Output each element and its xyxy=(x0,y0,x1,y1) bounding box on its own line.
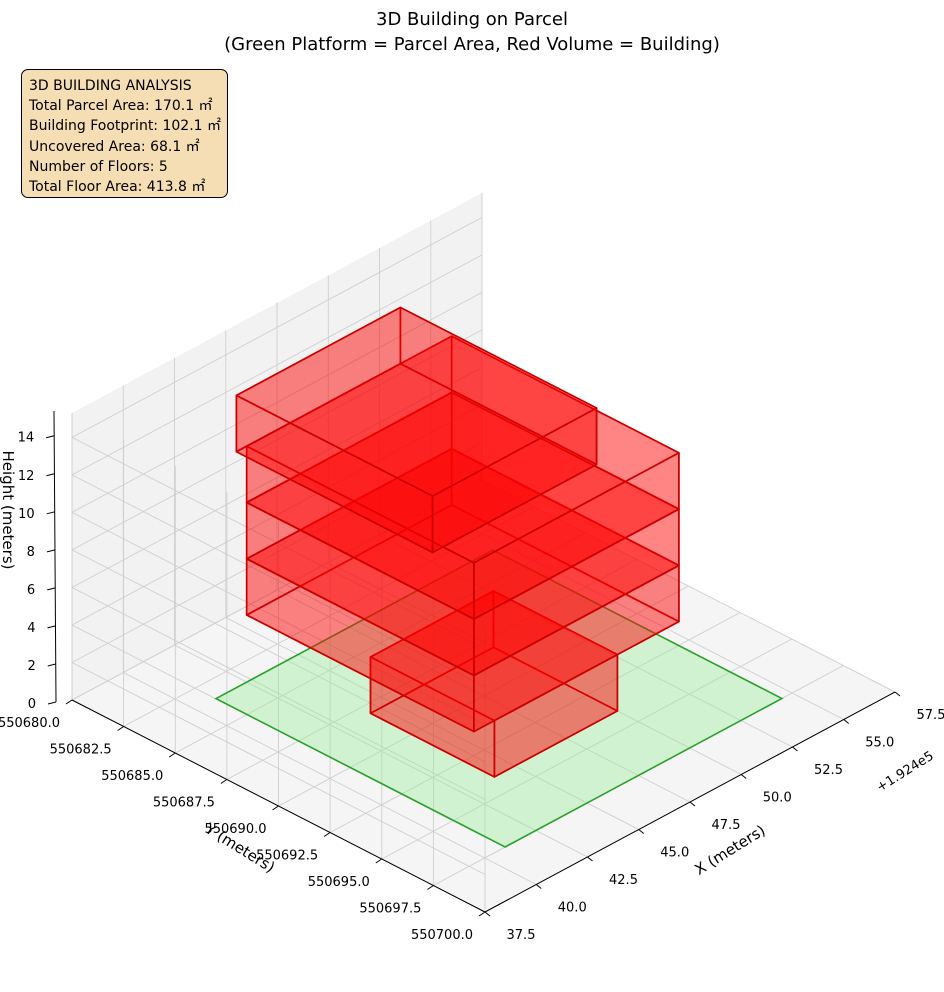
x-tick-mark xyxy=(843,719,850,724)
y-tick-label: 550682.5 xyxy=(50,743,112,758)
chart-title: 3D Building on Parcel xyxy=(376,9,568,30)
x-tick-label: 42.5 xyxy=(609,873,638,888)
info-line-floors: Number of Floors: 5 xyxy=(29,158,168,175)
tick-labels: 37.5 40.0 42.5 45.0 47.5 50.0 52.5 55.0 57.5 5506… xyxy=(0,431,944,943)
y-tick-mark xyxy=(272,805,279,811)
z-grid-line xyxy=(71,292,486,725)
y-tick-label: 550680.0 xyxy=(0,716,60,731)
x-tick-mark xyxy=(740,774,747,779)
y-tick-mark xyxy=(65,699,73,705)
y-tick-label: 550690.0 xyxy=(204,822,266,837)
x-tick-label: 40.0 xyxy=(558,901,587,916)
z-tick-label: 0 xyxy=(28,697,36,712)
y-tick-mark xyxy=(323,832,331,837)
z-tick-mark xyxy=(47,625,56,629)
chart-subtitle: (Green Platform = Parcel Area, Red Volum… xyxy=(224,34,720,55)
plot-content xyxy=(214,306,784,848)
parcel-platform xyxy=(214,549,784,848)
floor-5 xyxy=(235,306,598,554)
y-tick-label: 550685.0 xyxy=(101,769,163,784)
z-tick-label: 6 xyxy=(27,583,35,598)
y-tick-label: 550692.5 xyxy=(256,849,318,864)
z-tick-label: 12 xyxy=(18,469,35,484)
x-tick-label: 37.5 xyxy=(507,928,536,943)
z-grid-line xyxy=(71,329,486,763)
floor-3 xyxy=(245,391,680,677)
x-offset-label: +1.924e5 xyxy=(874,749,937,796)
x-tick-mark xyxy=(894,691,901,697)
y-tick-label: 550687.5 xyxy=(153,796,215,811)
z-tick-label: 2 xyxy=(27,659,35,674)
x-tick-mark xyxy=(792,746,798,752)
z-grid-line xyxy=(71,217,486,650)
z-tick-mark xyxy=(47,701,57,705)
z-grid-line xyxy=(71,254,486,688)
x-tick-mark xyxy=(638,829,645,834)
z-tick-mark xyxy=(47,587,56,591)
y-tick-mark xyxy=(478,911,486,917)
y-tick-label: 550695.0 xyxy=(308,875,370,890)
z-axis-label: Height (meters) xyxy=(0,451,17,570)
z-grid-line xyxy=(71,442,486,875)
info-line-floor-area: Total Floor Area: 413.8 ㎡ xyxy=(29,178,206,195)
x-tick-mark xyxy=(689,801,696,807)
z-tick-mark xyxy=(47,663,56,667)
info-line-uncovered: Uncovered Area: 68.1 ㎡ xyxy=(29,138,200,155)
info-box-title: 3D BUILDING ANALYSIS xyxy=(29,78,192,94)
info-line-parcel-area: Total Parcel Area: 170.1 ㎡ xyxy=(29,98,213,115)
x-tick-mark xyxy=(535,884,542,889)
z-grid-line xyxy=(71,367,486,800)
x-tick-label: 47.5 xyxy=(712,818,741,833)
z-tick-label: 10 xyxy=(18,507,35,522)
info-line-footprint: Building Footprint: 102.1 ㎡ xyxy=(29,118,222,135)
x-tick-label: 57.5 xyxy=(917,708,944,723)
x-tick-label: 45.0 xyxy=(660,846,689,861)
z-tick-label: 14 xyxy=(18,431,35,446)
z-tick-label: 8 xyxy=(27,545,35,560)
x-tick-label: 55.0 xyxy=(865,736,894,751)
z-axis-line xyxy=(53,410,57,703)
y-tick-label: 550697.5 xyxy=(359,902,421,917)
y-tick-mark xyxy=(427,885,434,890)
z-tick-label: 4 xyxy=(27,621,35,636)
x-tick-mark xyxy=(484,911,491,917)
x-tick-label: 50.0 xyxy=(763,791,792,806)
floor-1 xyxy=(369,590,619,778)
z-tick-mark xyxy=(46,549,56,553)
z-tick-mark xyxy=(46,511,55,515)
z-tick-mark xyxy=(46,473,55,477)
y-tick-mark xyxy=(375,858,383,864)
x-tick-mark xyxy=(587,856,593,862)
analysis-info-box: 3D BUILDING ANALYSIS Total Parcel Area: … xyxy=(21,69,228,198)
z-tick-mark xyxy=(46,435,55,439)
y-tick-label: 550700.0 xyxy=(411,928,473,943)
axis-lines xyxy=(46,410,901,917)
floor-4 xyxy=(245,335,680,620)
y-tick-mark xyxy=(220,779,228,784)
y-tick-mark xyxy=(168,752,176,758)
x-tick-label: 52.5 xyxy=(814,763,843,778)
y-tick-mark xyxy=(117,726,124,731)
floor-top-face xyxy=(235,306,598,497)
